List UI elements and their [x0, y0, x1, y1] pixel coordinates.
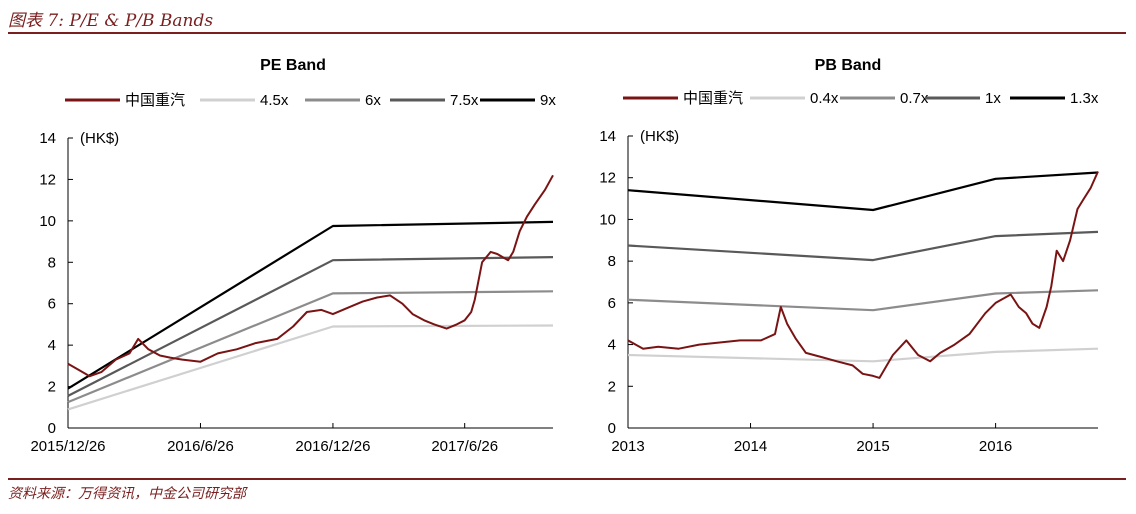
legend-label: 1x — [985, 90, 1001, 107]
y-tick-label: 12 — [39, 171, 56, 188]
band-line-04x — [627, 347, 1099, 363]
source-note: 资料来源：万得资讯，中金公司研究部 — [8, 486, 246, 502]
y-tick-label: 0 — [608, 420, 616, 437]
figure-title: 图表 7: P/E & P/B Bands — [8, 11, 214, 31]
y-tick-label: 10 — [39, 213, 56, 230]
y-tick-label: 14 — [599, 128, 616, 145]
legend-label: 中国重汽 — [125, 92, 185, 109]
band-line-1x — [627, 230, 1099, 262]
unit-label: (HK$) — [80, 130, 119, 147]
chart-title: PE Band — [260, 57, 326, 74]
x-tick-label: 2016 — [979, 438, 1012, 455]
y-tick-label: 6 — [608, 295, 616, 312]
y-tick-label: 14 — [39, 130, 56, 147]
legend-label: 0.7x — [900, 90, 929, 107]
x-tick-label: 2014 — [734, 438, 767, 455]
y-tick-label: 2 — [608, 378, 616, 395]
pb-band-chart: PB Band 中国重汽 0.4x 0.7x 1x 1.3x 0 2 4 6 8 10 12 14 (HK$… — [599, 57, 1099, 455]
x-tick-label: 2016/6/26 — [167, 438, 234, 455]
x-tick-label: 2015 — [856, 438, 889, 455]
y-tick-label: 8 — [48, 254, 56, 271]
legend-label: 中国重汽 — [683, 90, 743, 107]
pe-band-chart: PE Band 中国重汽 4.5x 6x 7.5x 9x 0 2 4 6 8 10 12 14 (HK$) 2… — [30, 57, 556, 455]
band-line-6x — [67, 290, 554, 404]
source-rule — [8, 478, 1126, 480]
band-line-75x — [67, 256, 554, 397]
band-line-13x — [627, 171, 1099, 212]
chart-title: PB Band — [815, 57, 882, 74]
stock-price-line — [627, 171, 1099, 379]
x-tick-label: 2015/12/26 — [30, 438, 105, 455]
x-tick-label: 2017/6/26 — [431, 438, 498, 455]
band-line-45x — [67, 324, 554, 411]
legend-label: 4.5x — [260, 92, 289, 109]
y-tick-label: 6 — [48, 296, 56, 313]
x-tick-label: 2016/12/26 — [295, 438, 370, 455]
y-tick-label: 0 — [48, 420, 56, 437]
title-rule — [8, 32, 1126, 34]
x-tick-label: 2013 — [611, 438, 644, 455]
y-tick-label: 2 — [48, 379, 56, 396]
legend-label: 9x — [540, 92, 556, 109]
legend-label: 0.4x — [810, 90, 839, 107]
y-tick-label: 8 — [608, 253, 616, 270]
y-tick-label: 10 — [599, 211, 616, 228]
legend-label: 7.5x — [450, 92, 479, 109]
y-tick-label: 12 — [599, 170, 616, 187]
legend-label: 6x — [365, 92, 381, 109]
band-line-9x — [67, 220, 554, 390]
y-tick-label: 4 — [48, 337, 56, 354]
stock-price-line — [67, 174, 554, 378]
legend-label: 1.3x — [1070, 90, 1099, 107]
unit-label: (HK$) — [640, 128, 679, 145]
band-line-07x — [627, 289, 1099, 312]
y-tick-label: 4 — [608, 337, 616, 354]
